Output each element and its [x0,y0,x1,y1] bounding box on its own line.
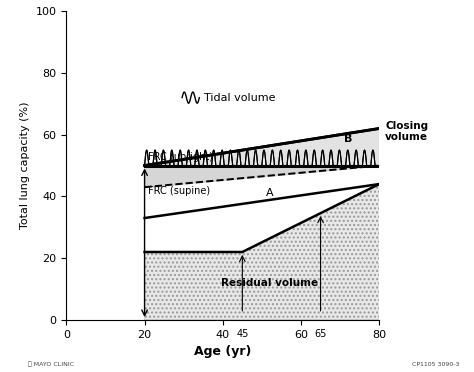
Text: Ⓜ MAYO CLINIC: Ⓜ MAYO CLINIC [28,362,74,367]
Text: A: A [266,188,273,198]
Text: B: B [344,134,352,144]
Y-axis label: Total lung capacity (%): Total lung capacity (%) [20,102,30,229]
Text: CP1105 3090-3: CP1105 3090-3 [412,362,460,367]
X-axis label: Age (yr): Age (yr) [194,345,252,358]
Text: Closing
volume: Closing volume [385,121,428,142]
Text: 45: 45 [236,329,248,339]
Text: FRC (upright): FRC (upright) [148,153,213,163]
Text: Tidal volume: Tidal volume [204,93,275,103]
Text: Residual volume: Residual volume [221,278,318,288]
Text: 65: 65 [314,329,327,339]
Text: FRC (supine): FRC (supine) [148,186,210,196]
